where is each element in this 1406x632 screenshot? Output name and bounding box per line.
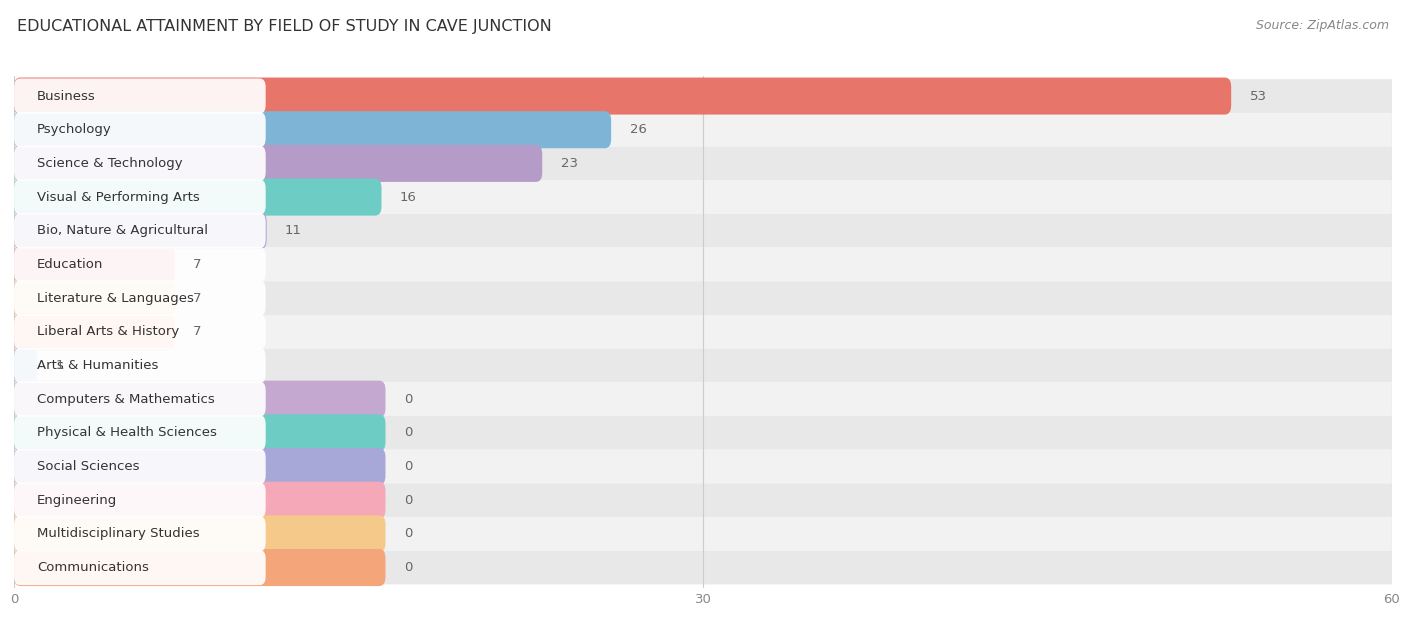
Text: 0: 0 <box>404 460 412 473</box>
Text: 7: 7 <box>193 291 201 305</box>
FancyBboxPatch shape <box>14 79 1392 113</box>
FancyBboxPatch shape <box>14 313 174 350</box>
FancyBboxPatch shape <box>14 349 1392 382</box>
Text: Engineering: Engineering <box>37 494 117 507</box>
Text: 53: 53 <box>1250 90 1267 102</box>
Text: Communications: Communications <box>37 561 149 574</box>
Text: Science & Technology: Science & Technology <box>37 157 183 170</box>
FancyBboxPatch shape <box>14 450 1392 483</box>
FancyBboxPatch shape <box>14 415 385 451</box>
Text: Literature & Languages: Literature & Languages <box>37 291 194 305</box>
Text: Business: Business <box>37 90 96 102</box>
FancyBboxPatch shape <box>14 449 266 484</box>
Text: 1: 1 <box>55 359 63 372</box>
Text: 0: 0 <box>404 392 412 406</box>
Text: 0: 0 <box>404 561 412 574</box>
FancyBboxPatch shape <box>14 448 385 485</box>
FancyBboxPatch shape <box>14 113 1392 147</box>
FancyBboxPatch shape <box>14 380 385 418</box>
Text: Liberal Arts & History: Liberal Arts & History <box>37 325 180 338</box>
FancyBboxPatch shape <box>14 279 174 317</box>
FancyBboxPatch shape <box>14 214 1392 248</box>
Text: 0: 0 <box>404 427 412 439</box>
FancyBboxPatch shape <box>14 179 381 216</box>
FancyBboxPatch shape <box>14 78 1232 114</box>
Text: 26: 26 <box>630 123 647 137</box>
Text: Visual & Performing Arts: Visual & Performing Arts <box>37 191 200 204</box>
Text: Source: ZipAtlas.com: Source: ZipAtlas.com <box>1256 19 1389 32</box>
FancyBboxPatch shape <box>14 549 385 586</box>
FancyBboxPatch shape <box>14 515 385 552</box>
Text: 0: 0 <box>404 494 412 507</box>
FancyBboxPatch shape <box>14 248 1392 281</box>
FancyBboxPatch shape <box>14 347 37 384</box>
FancyBboxPatch shape <box>14 517 1392 550</box>
FancyBboxPatch shape <box>14 281 1392 315</box>
FancyBboxPatch shape <box>14 112 266 147</box>
Text: Physical & Health Sciences: Physical & Health Sciences <box>37 427 217 439</box>
Text: Computers & Mathematics: Computers & Mathematics <box>37 392 215 406</box>
FancyBboxPatch shape <box>14 415 266 451</box>
Text: 11: 11 <box>285 224 302 237</box>
FancyBboxPatch shape <box>14 382 266 416</box>
FancyBboxPatch shape <box>14 483 266 518</box>
FancyBboxPatch shape <box>14 483 1392 517</box>
FancyBboxPatch shape <box>14 550 266 585</box>
FancyBboxPatch shape <box>14 145 543 182</box>
FancyBboxPatch shape <box>14 213 266 248</box>
Text: Psychology: Psychology <box>37 123 111 137</box>
FancyBboxPatch shape <box>14 314 266 349</box>
FancyBboxPatch shape <box>14 111 612 149</box>
FancyBboxPatch shape <box>14 550 1392 585</box>
Text: 16: 16 <box>399 191 416 204</box>
Text: Arts & Humanities: Arts & Humanities <box>37 359 159 372</box>
FancyBboxPatch shape <box>14 246 174 283</box>
FancyBboxPatch shape <box>14 416 1392 450</box>
Text: Multidisciplinary Studies: Multidisciplinary Studies <box>37 527 200 540</box>
FancyBboxPatch shape <box>14 146 266 181</box>
FancyBboxPatch shape <box>14 212 267 249</box>
Text: 0: 0 <box>404 527 412 540</box>
FancyBboxPatch shape <box>14 348 266 383</box>
Text: Social Sciences: Social Sciences <box>37 460 139 473</box>
FancyBboxPatch shape <box>14 482 385 519</box>
FancyBboxPatch shape <box>14 247 266 282</box>
FancyBboxPatch shape <box>14 382 1392 416</box>
FancyBboxPatch shape <box>14 78 266 114</box>
Text: 7: 7 <box>193 258 201 271</box>
Text: Education: Education <box>37 258 104 271</box>
FancyBboxPatch shape <box>14 147 1392 180</box>
Text: 23: 23 <box>561 157 578 170</box>
FancyBboxPatch shape <box>14 315 1392 349</box>
Text: 7: 7 <box>193 325 201 338</box>
Text: Bio, Nature & Agricultural: Bio, Nature & Agricultural <box>37 224 208 237</box>
FancyBboxPatch shape <box>14 281 266 316</box>
FancyBboxPatch shape <box>14 180 1392 214</box>
FancyBboxPatch shape <box>14 179 266 215</box>
FancyBboxPatch shape <box>14 516 266 552</box>
Text: EDUCATIONAL ATTAINMENT BY FIELD OF STUDY IN CAVE JUNCTION: EDUCATIONAL ATTAINMENT BY FIELD OF STUDY… <box>17 19 551 34</box>
